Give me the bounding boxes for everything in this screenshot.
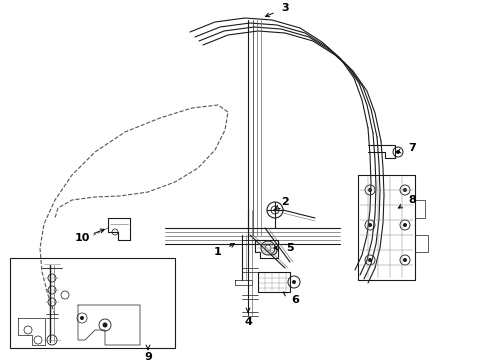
Text: 1: 1 <box>214 247 222 257</box>
Circle shape <box>396 150 400 154</box>
Circle shape <box>267 245 277 255</box>
Circle shape <box>368 188 372 192</box>
Text: 2: 2 <box>281 197 289 207</box>
Text: 6: 6 <box>291 295 299 305</box>
Text: 8: 8 <box>408 195 416 205</box>
Circle shape <box>403 188 407 192</box>
Text: 9: 9 <box>144 352 152 360</box>
Circle shape <box>273 208 276 211</box>
Circle shape <box>403 258 407 262</box>
Circle shape <box>403 223 407 227</box>
Circle shape <box>102 323 107 328</box>
Circle shape <box>99 319 111 331</box>
Circle shape <box>368 223 372 227</box>
Circle shape <box>368 258 372 262</box>
Text: 4: 4 <box>244 317 252 327</box>
Circle shape <box>288 276 300 288</box>
Circle shape <box>393 147 403 157</box>
Text: 5: 5 <box>286 243 294 253</box>
Bar <box>10 258 175 348</box>
Text: 10: 10 <box>74 233 90 243</box>
Circle shape <box>292 280 296 284</box>
Circle shape <box>261 241 275 255</box>
Text: 3: 3 <box>281 3 289 13</box>
Circle shape <box>80 316 84 320</box>
Text: 7: 7 <box>408 143 416 153</box>
Circle shape <box>267 202 283 218</box>
